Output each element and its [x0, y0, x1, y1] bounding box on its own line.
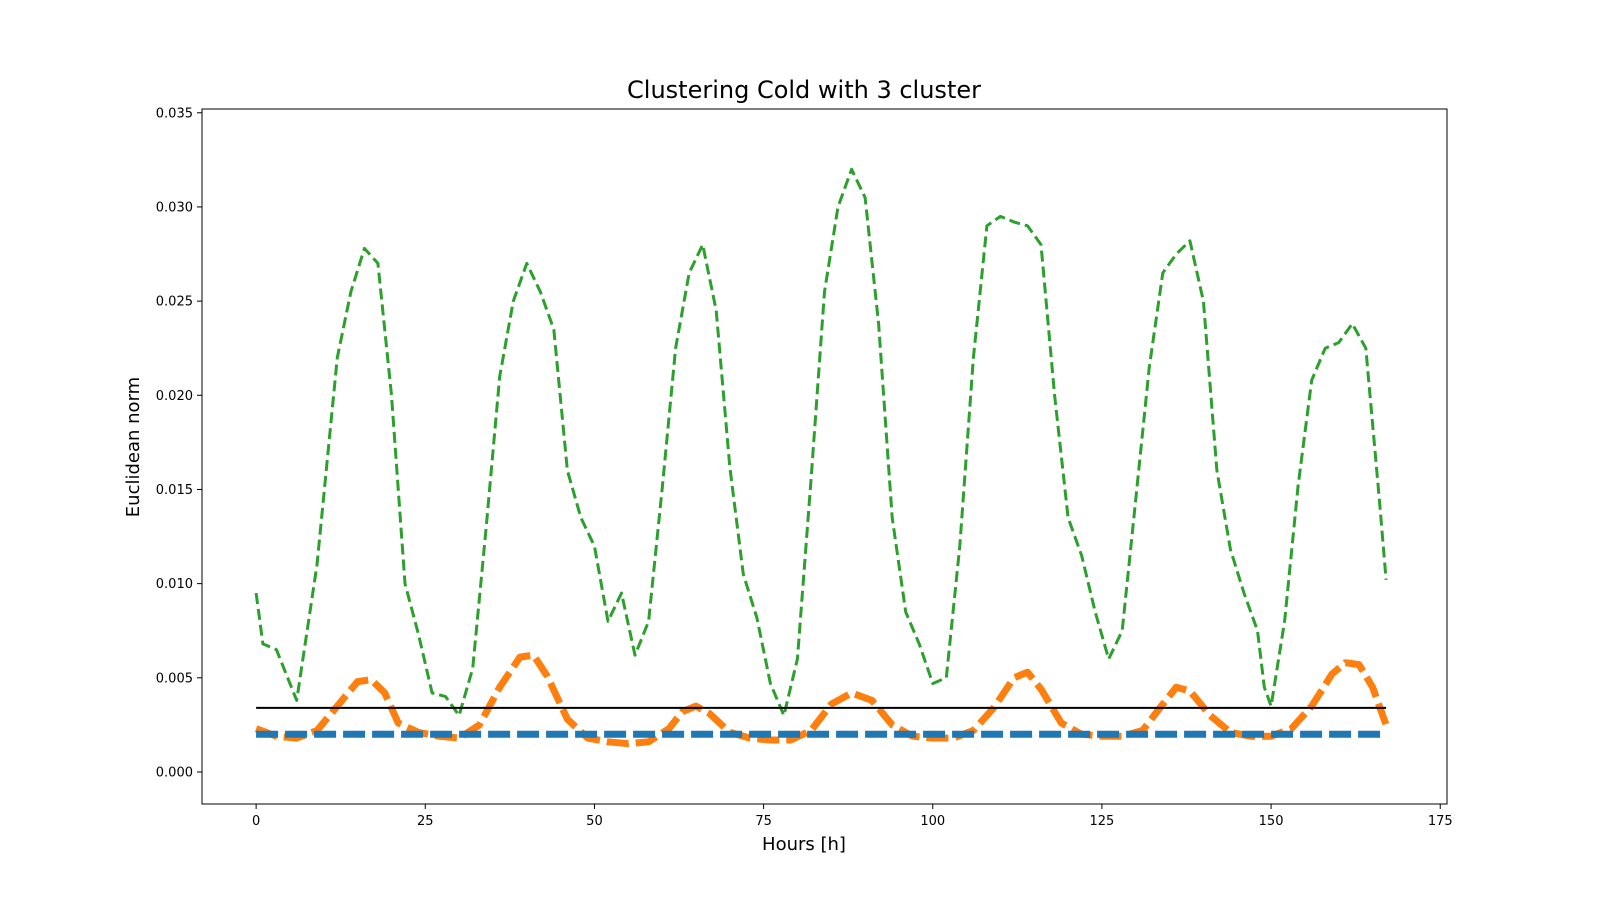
series-line-0: [254, 167, 1388, 717]
plot-frame: [201, 108, 1448, 805]
series-line-1: [254, 651, 1390, 748]
y-tick-label: 0.010: [156, 577, 193, 592]
y-tick-label: 0.015: [156, 483, 193, 498]
x-tick-label: 75: [755, 814, 772, 829]
y-tick-label: 0.020: [156, 389, 193, 404]
y-tick-label: 0.000: [156, 765, 193, 780]
x-axis-label: Hours [h]: [762, 834, 846, 855]
x-tick-label: 150: [1259, 814, 1284, 829]
chart-title: Clustering Cold with 3 cluster: [627, 76, 981, 104]
x-tick-label: 100: [920, 814, 945, 829]
y-tick-label: 0.025: [156, 295, 193, 310]
x-tick-label: 50: [586, 814, 603, 829]
y-tick-label: 0.030: [156, 200, 193, 215]
x-tick-label: 25: [417, 814, 434, 829]
y-axis-label: Euclidean norm: [123, 377, 144, 517]
x-tick-label: 0: [252, 814, 260, 829]
y-tick-label: 0.005: [156, 671, 193, 686]
x-axis-ticks: 0 25 50 75 100 125 150 175: [252, 804, 1453, 829]
x-tick-label: 175: [1428, 814, 1453, 829]
y-axis-ticks: 0.000 0.005 0.010 0.015 0.020 0.025 0.030 0.035: [156, 106, 202, 780]
series-layer: [254, 167, 1390, 748]
y-tick-label: 0.035: [156, 106, 193, 121]
x-tick-label: 125: [1090, 814, 1115, 829]
